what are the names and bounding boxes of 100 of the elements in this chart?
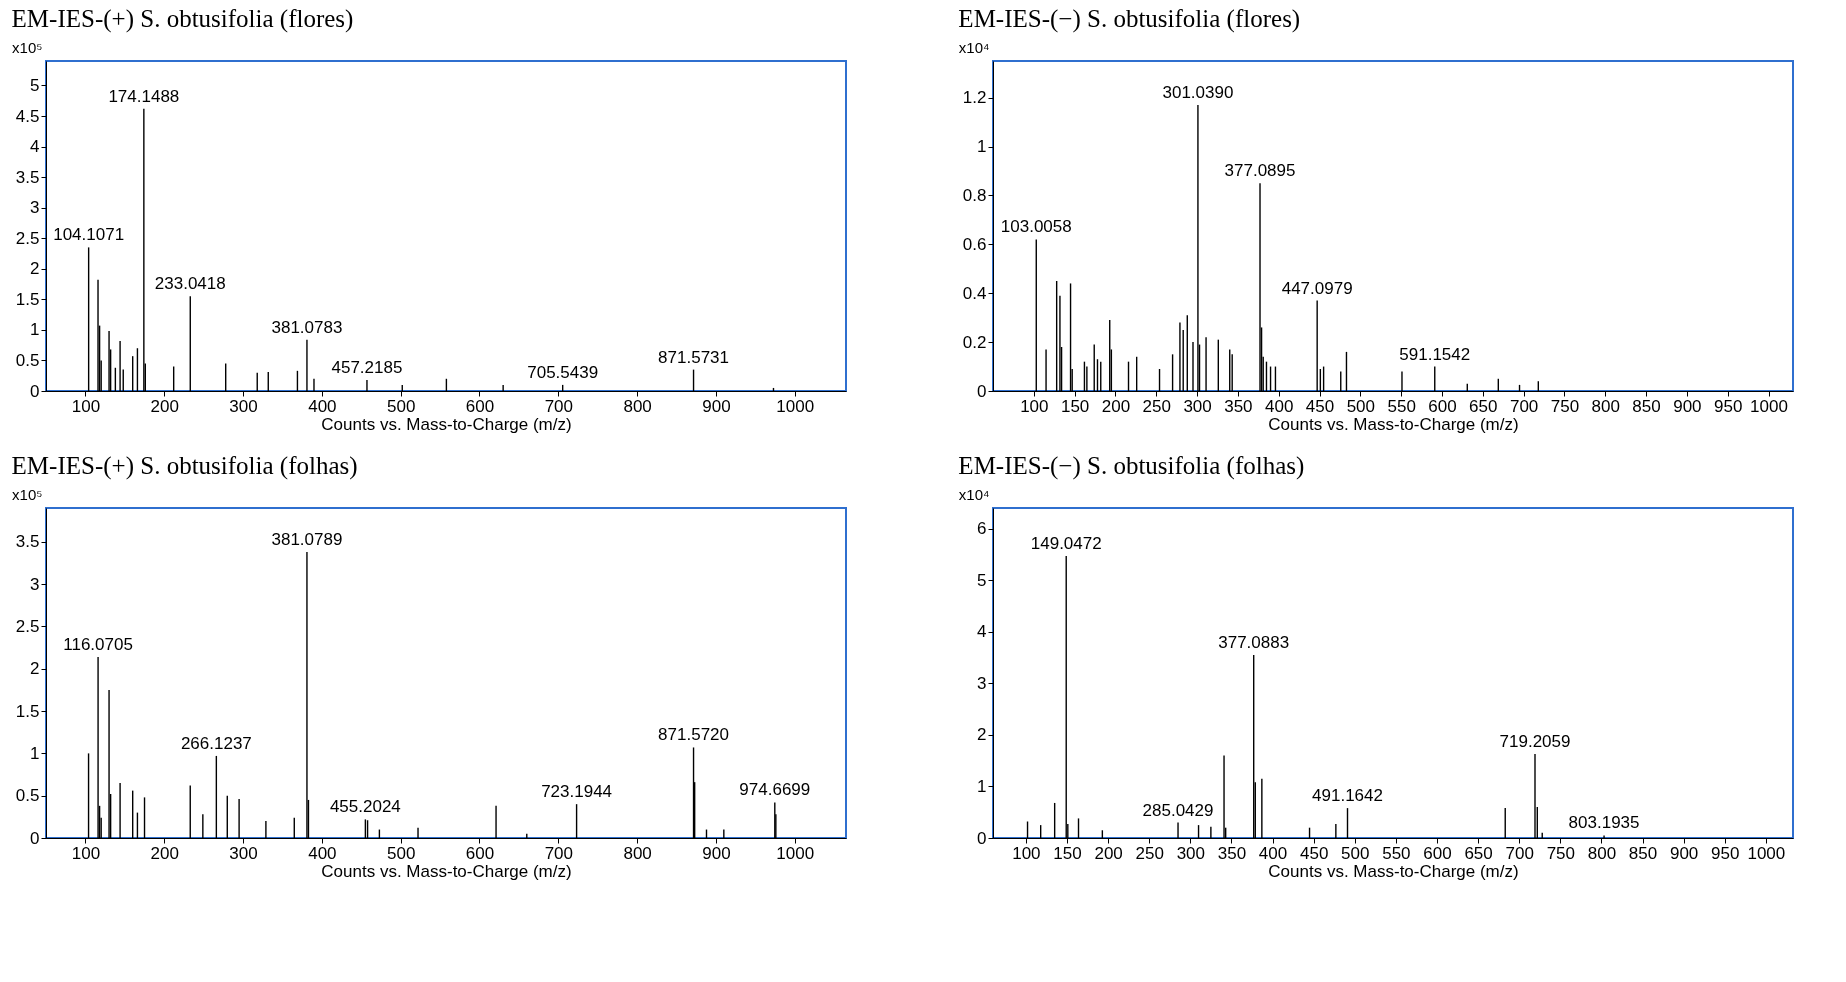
x-tick-label: 150 (1053, 843, 1082, 863)
x-tick-label: 500 (386, 843, 416, 863)
y-tick-label: 0.6 (962, 234, 987, 254)
x-tick-label: 900 (1669, 843, 1699, 863)
annotation: 719.2059 (1499, 731, 1571, 751)
x-tick-label: 550 (1387, 396, 1416, 416)
x-tick-label: 800 (1587, 843, 1617, 863)
x-tick-label: 850 (1628, 843, 1658, 863)
x-tick-label: 700 (1509, 396, 1539, 416)
x-tick-label: 250 (1135, 843, 1164, 863)
x-tick-label: 200 (1101, 396, 1131, 416)
annotation: 591.1542 (1399, 344, 1471, 364)
x-axis-title: Counts vs. Mass-to-Charge (m/z) (1268, 861, 1519, 881)
annotation: 233.0418 (154, 274, 226, 294)
x-tick-label: 100 (71, 396, 101, 416)
y-tick-label: 3.5 (15, 167, 40, 187)
x-tick-label: 900 (702, 396, 731, 416)
x-tick-label: 800 (623, 396, 652, 416)
x-tick-label: 600 (1428, 396, 1457, 416)
x-tick-label: 600 (465, 396, 495, 416)
y-tick-label: 2 (30, 259, 40, 279)
x-tick-label: 800 (1591, 396, 1620, 416)
y-tick-label: 2.5 (15, 616, 40, 636)
x-tick-label: 650 (1469, 396, 1498, 416)
x-tick-label: 450 (1299, 843, 1329, 863)
y-tick-label: 0 (30, 828, 40, 848)
annotation: 103.0058 (1000, 217, 1072, 237)
x-tick-label: 400 (1258, 843, 1288, 863)
annotation: 266.1237 (180, 733, 252, 753)
x-axis-title: Counts vs. Mass-to-Charge (m/z) (321, 414, 572, 434)
y-axis-title: x10⁴ (958, 485, 990, 503)
annotation: 377.0883 (1218, 632, 1290, 652)
annotation: 803.1935 (1568, 813, 1640, 833)
y-tick-label: 0 (30, 381, 40, 401)
y-tick-label: 2.5 (15, 228, 40, 248)
x-tick-label: 1000 (1750, 396, 1788, 416)
chart-title: EM-IES-(+) S. obtusifolia (flores) (11, 5, 354, 33)
y-tick-label: 1 (30, 320, 40, 340)
x-tick-label: 650 (1464, 843, 1493, 863)
y-tick-label: 4 (30, 137, 40, 157)
x-tick-label: 800 (623, 843, 652, 863)
x-tick-label: 700 (1505, 843, 1534, 863)
x-tick-label: 350 (1217, 843, 1247, 863)
y-tick-label: 0.2 (962, 332, 987, 352)
annotation: 491.1642 (1312, 786, 1383, 806)
annotation: 149.0472 (1030, 533, 1102, 553)
y-tick-label: 0.5 (15, 350, 40, 370)
x-tick-label: 950 (1714, 396, 1743, 416)
annotation: 455.2024 (329, 797, 401, 817)
x-tick-label: 350 (1224, 396, 1253, 416)
y-tick-label: 0.4 (962, 283, 987, 303)
y-tick-label: 1 (977, 776, 987, 796)
y-tick-label: 1 (977, 137, 987, 157)
y-axis-title: x10⁵ (12, 485, 43, 503)
y-tick-label: 1.5 (15, 289, 40, 309)
annotation: 457.2185 (331, 358, 403, 377)
x-tick-label: 100 (71, 843, 101, 863)
annotation: 116.0705 (63, 634, 133, 654)
x-tick-label: 850 (1632, 396, 1661, 416)
annotation: 174.1488 (108, 86, 180, 106)
y-tick-label: 5 (30, 75, 40, 95)
chart-title: EM-IES-(−) S. obtusifolia (folhas) (958, 452, 1305, 480)
x-tick-label: 1000 (776, 843, 815, 863)
annotation: 285.0429 (1142, 800, 1214, 820)
annotation: 447.0979 (1281, 278, 1353, 298)
annotation: 301.0390 (1162, 83, 1234, 102)
annotation: 871.5731 (658, 347, 729, 367)
annotation: 871.5720 (658, 725, 729, 745)
annotation: 723.1944 (541, 782, 613, 802)
x-tick-label: 100 (1012, 843, 1041, 863)
x-tick-label: 550 (1382, 843, 1411, 863)
annotation: 377.0895 (1224, 161, 1296, 181)
chart-title: EM-IES-(−) S. obtusifolia (flores) (958, 5, 1301, 33)
y-tick-label: 0 (977, 828, 987, 848)
x-tick-label: 400 (308, 843, 337, 863)
x-tick-label: 400 (1265, 396, 1294, 416)
x-tick-label: 900 (1673, 396, 1702, 416)
y-tick-label: 3.5 (15, 532, 40, 552)
x-tick-label: 700 (544, 396, 573, 416)
annotation: 974.6699 (739, 780, 811, 800)
x-tick-label: 450 (1305, 396, 1335, 416)
x-tick-label: 950 (1711, 843, 1740, 863)
y-tick-label: 2 (977, 725, 987, 745)
x-tick-label: 250 (1142, 396, 1171, 416)
x-tick-label: 1000 (776, 396, 815, 416)
y-tick-label: 6 (977, 519, 987, 539)
y-tick-label: 0.5 (15, 786, 40, 806)
x-tick-label: 200 (1094, 843, 1123, 863)
x-tick-label: 900 (702, 843, 731, 863)
x-tick-label: 700 (544, 843, 573, 863)
x-tick-label: 1000 (1747, 843, 1786, 863)
x-tick-label: 300 (1176, 843, 1206, 863)
y-tick-label: 3 (30, 574, 40, 594)
y-axis-title: x10⁴ (958, 38, 990, 56)
y-tick-label: 5 (977, 570, 987, 590)
x-tick-label: 100 (1020, 396, 1049, 416)
annotation: 104.1071 (53, 225, 125, 245)
annotation: 381.0783 (271, 317, 343, 337)
y-tick-label: 4 (977, 622, 987, 642)
x-tick-label: 500 (386, 396, 416, 416)
